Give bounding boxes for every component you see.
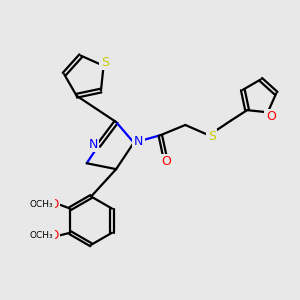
Text: OCH₃: OCH₃ — [30, 200, 53, 209]
Text: OCH₃: OCH₃ — [30, 231, 53, 240]
Text: O: O — [161, 155, 171, 168]
Text: O: O — [266, 110, 276, 123]
Text: N: N — [88, 138, 98, 151]
Text: O: O — [50, 198, 58, 211]
Text: S: S — [101, 56, 109, 69]
Text: S: S — [208, 130, 216, 143]
Text: N: N — [134, 135, 143, 148]
Text: O: O — [50, 229, 58, 242]
